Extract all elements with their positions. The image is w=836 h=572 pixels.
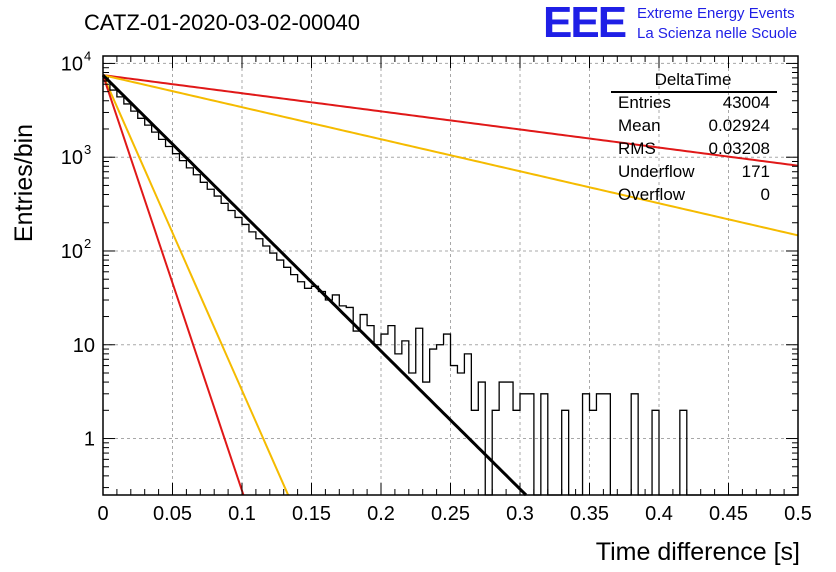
x-tick-label: 0.5 [784,503,812,525]
reference-exponential-line [102,74,290,496]
plot-frame [102,55,799,496]
reference-lines [101,74,799,497]
stats-rule [611,91,777,93]
stats-value: 43004 [722,93,770,112]
reference-exponential-line [102,74,245,496]
stats-value: 0 [760,185,770,204]
y-tick-exponent: 4 [84,48,91,63]
stats-value: 0.03208 [708,139,770,158]
x-tick-label: 0.15 [292,503,331,525]
y-tick-label: 10 [61,147,83,169]
logo-mark: EEE [543,0,627,47]
logo-line2: La Scienza nelle Scuole [637,25,798,42]
histogram-steps [103,80,798,496]
y-tick-exponent: 3 [84,142,91,157]
x-tick-label: 0.35 [570,503,609,525]
stats-key: Underflow [618,162,695,181]
stats-title: DeltaTime [654,70,732,89]
x-tick-label: 0.1 [228,503,256,525]
stats-value: 0.02924 [708,116,770,135]
stats-row-overflow: Overflow 0 [618,185,770,207]
y-tick-label: 10 [73,335,95,357]
stats-row-rms: RMS 0.03208 [618,139,770,161]
x-tick-label: 0.45 [709,503,748,525]
y-axis-label: Entries/bin [10,124,38,242]
logo-line1: Extreme Energy Events [637,5,795,22]
stats-row-mean: Mean 0.02924 [618,116,770,138]
tick-labels: 0 0.05 0.1 0.15 0.2 0.25 0.3 0.35 0.4 0.45 0.510 41… [61,48,812,525]
y-tick-exponent: 2 [84,236,91,251]
x-tick-label: 0.2 [367,503,395,525]
eee-logo: EEE Extreme Energy Events La Scienza nel… [543,0,833,47]
stats-value: 171 [741,162,770,181]
stats-key: Mean [618,116,661,135]
x-tick-label: 0.4 [645,503,673,525]
reference-exponential-line [102,74,799,237]
x-tick-label: 0.3 [506,503,534,525]
y-tick-label: 10 [61,241,83,263]
x-tick-label: 0.05 [153,503,192,525]
y-tick-label: 1 [84,429,95,451]
stats-key: Entries [618,93,671,112]
y-tick-label: 10 [61,53,83,75]
stats-key: RMS [618,139,656,158]
stats-row-underflow: Underflow 171 [618,162,770,184]
fit-exponential-line [101,74,528,497]
stats-key: Overflow [618,185,686,204]
x-axis-label: Time difference [s] [596,538,800,566]
stats-box: DeltaTime Entries 43004 Mean 0.02924 RMS… [609,70,777,208]
histogram-series [103,80,798,496]
x-tick-label: 0.25 [431,503,470,525]
x-tick-label: 0 [97,503,108,525]
stats-row-entries: Entries 43004 [618,93,770,115]
reference-exponential-line [102,74,799,167]
plot-title: CATZ-01-2020-03-02-00040 [84,10,360,35]
